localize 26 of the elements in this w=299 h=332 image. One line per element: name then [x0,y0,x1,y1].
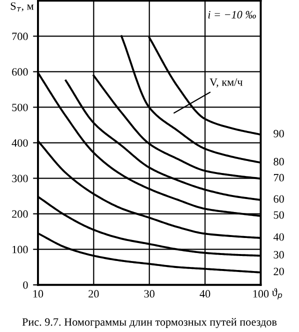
series-label: 70 [274,174,284,182]
annotation: V, км/ч [210,78,242,88]
y-tick-label: 400 [12,139,28,147]
annotation: i = −10 ‰ [208,10,256,18]
y-tick-label: 0 [23,281,28,289]
x-tick-label: 20 [88,290,99,298]
x-tick-label: 30 [144,290,154,298]
y-tick-label: 700 [12,32,28,40]
x-tick-label: 10 [33,290,44,298]
series-label: 50 [274,211,284,219]
series-label: 90 [274,130,284,138]
series-label: 80 [274,158,284,166]
x-tick-label: 100 [253,290,269,298]
x-axis-title: ϑ$_{р}$ [272,288,282,300]
y-tick-label: 500 [12,104,28,112]
y-tick-label: 200 [12,210,28,218]
y-tick-label: 600 [12,68,28,76]
y-tick-label: 300 [12,174,28,182]
series-label: 60 [274,195,284,203]
y-axis-title: S$_{т}$, м [10,2,34,12]
series-label: 40 [273,233,284,241]
series-label: 20 [274,268,284,276]
y-tick-label: 100 [12,246,28,254]
x-tick-label: 40 [200,290,210,298]
series-label: 30 [274,251,284,259]
text: Рис. 9.7. Номограммы длин тормозных путей поездов [22,318,277,328]
